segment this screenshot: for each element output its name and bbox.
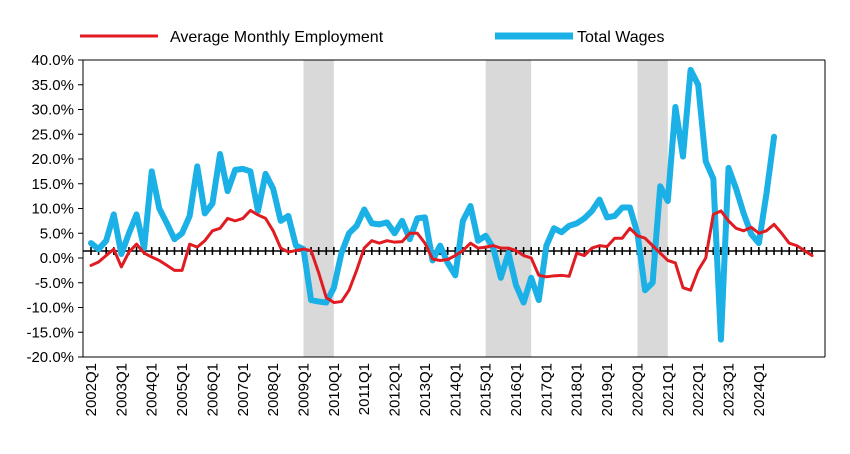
y-tick-label: 20.0%: [31, 151, 74, 168]
x-tick-label: 2020Q1: [629, 363, 646, 416]
x-tick-label: 2022Q1: [690, 363, 707, 416]
axes: 40.0% 35.0% 30.0% 25.0% 20.0% 15.0% 10.0% 5.0% 0…: [26, 52, 826, 416]
series-line-wages: [88, 66, 778, 343]
x-tick-label: 2007Q1: [235, 363, 252, 416]
x-tick-label: 2012Q1: [387, 363, 404, 416]
recession-band-3: [637, 60, 668, 357]
recession-band-2: [485, 60, 532, 357]
legend: Average Monthly Employment Total Wages: [80, 29, 664, 46]
x-tick-label: 2009Q1: [296, 363, 313, 416]
x-tick-label: 2011Q1: [356, 363, 373, 415]
y-tick-label: -20.0%: [26, 349, 74, 366]
series-lines: [88, 66, 814, 343]
y-tick-label: -15.0%: [26, 324, 74, 341]
x-tick-label: 2010Q1: [326, 363, 343, 416]
y-tick-label: 0.0%: [40, 250, 74, 267]
y-tick-label: 30.0%: [31, 102, 74, 119]
x-tick-label: 2019Q1: [599, 363, 616, 416]
y-tick-label: 15.0%: [31, 176, 74, 193]
y-tick-label: -10.0%: [26, 300, 74, 317]
x-tick-label: 2008Q1: [265, 363, 282, 416]
x-tick-label: 2014Q1: [447, 363, 464, 416]
legend-label-employment: Average Monthly Employment: [170, 29, 384, 46]
x-tick-label: 2018Q1: [569, 363, 586, 416]
x-tick-label: 2016Q1: [508, 363, 525, 416]
x-tick-label: 2013Q1: [417, 363, 434, 416]
y-tick-label: 35.0%: [31, 77, 74, 94]
x-tick-label: 2004Q1: [144, 363, 161, 416]
y-tick-label: 25.0%: [31, 126, 74, 143]
x-tick-label: 2005Q1: [174, 363, 191, 416]
x-tick-label: 2015Q1: [478, 363, 495, 416]
x-tick-label: 2003Q1: [113, 363, 130, 416]
recession-band-1: [303, 60, 334, 357]
x-tick-label: 2023Q1: [721, 363, 738, 416]
legend-label-wages: Total Wages: [577, 29, 664, 46]
x-tick-label: 2021Q1: [660, 363, 677, 416]
x-tick-label: 2006Q1: [204, 363, 221, 416]
y-tick-label: -5.0%: [35, 275, 74, 292]
x-tick-label: 2017Q1: [538, 363, 555, 416]
y-tick-label: 10.0%: [31, 201, 74, 218]
series-line-employment: [89, 208, 814, 305]
y-tick-label: 40.0%: [31, 52, 74, 69]
recession-shading: [303, 60, 668, 357]
y-tick-label: 5.0%: [40, 225, 74, 242]
x-tick-label: 2024Q1: [751, 363, 768, 416]
x-tick-label: 2002Q1: [83, 363, 100, 416]
